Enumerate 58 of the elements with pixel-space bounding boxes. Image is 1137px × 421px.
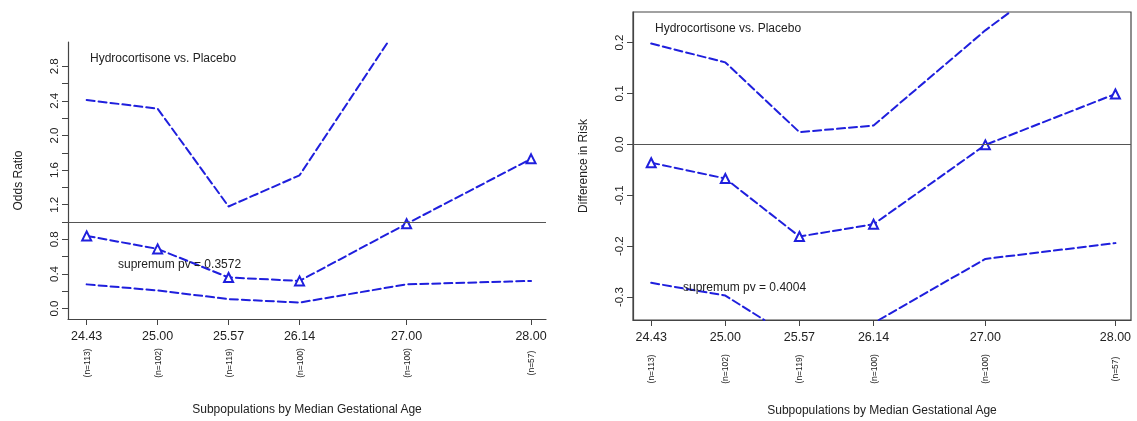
point [223,271,235,283]
x-tick-label: 28.00 [515,328,547,343]
y-tick-label: 0.0 [613,136,625,153]
y-axis-title: Difference in Risk [576,118,590,213]
x-tick-label: 26.14 [857,329,890,344]
y-tick-label: 1.6 [48,162,60,179]
x-tick-label: 28.00 [1099,329,1132,344]
text: (n=100) [294,348,305,378]
y-tick-label: 2.4 [48,92,60,109]
y-tick-label: 0.2 [613,34,625,51]
point [525,153,537,165]
y-tick-label: 0.4 [48,265,60,282]
x-tick-label: 25.00 [709,329,742,344]
text: (n=100) [868,354,879,384]
point [719,172,731,184]
line-series [85,279,533,304]
x-tick-label: 24.43 [71,328,103,343]
y-tick-label: 0.1 [613,85,625,102]
annotation: Hydrocortisone vs. Placebo [90,51,237,65]
point [645,157,657,169]
line-series [650,11,1012,134]
x-tick-label: 27.00 [390,328,423,343]
y-tick-label: 1.2 [48,196,60,213]
y-tick-label: -0.3 [613,287,625,307]
x-tick-label: 25.57 [783,329,816,344]
point [152,243,164,255]
y-tick-label: 0.0 [48,300,60,317]
point [868,218,880,230]
y-tick-label: -0.1 [613,185,625,206]
text: (n=119) [794,354,805,384]
y-tick-label: 0.8 [48,231,60,248]
text: (n=57) [1110,356,1121,382]
annotation: supremum pv = 0.4004 [683,280,807,295]
y-tick-label: 2.8 [48,58,60,75]
x-axis-title: Subpopulations by Median Gestational Age [192,402,423,416]
text: (n=102) [152,348,163,378]
x-tick-label: 27.00 [969,329,1002,344]
text: (n=119) [223,348,234,378]
text: (n=100) [401,348,412,378]
text: (n=102) [720,354,731,384]
annotation: Hydrocortisone vs. Placebo [655,21,802,35]
x-tick-label: 25.57 [212,328,245,343]
point [81,230,93,242]
x-tick-label: 26.14 [283,328,316,343]
point [294,275,306,287]
text: (n=113) [646,354,657,384]
y-tick-label: -0.2 [613,236,625,257]
text: (n=113) [81,348,92,378]
x-tick-label: 25.00 [141,328,174,343]
point [401,218,413,230]
line-series [85,41,389,208]
text: (n=100) [980,354,991,384]
x-tick-label: 24.43 [635,329,667,344]
x-axis-title: Subpopulations by Median Gestational Age [767,403,998,417]
y-tick-label: 2.0 [48,127,60,144]
y-axis-title: Odds Ratio [11,150,25,211]
text: (n=57) [526,350,537,376]
point [1109,88,1121,100]
